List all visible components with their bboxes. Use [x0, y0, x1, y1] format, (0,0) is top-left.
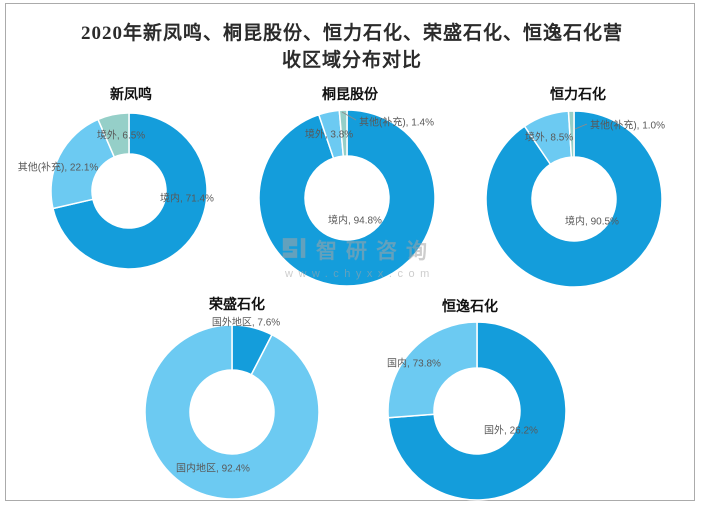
slice-label: 境内, 71.4%: [160, 193, 214, 205]
slice-label: 其他(补充), 1.4%: [359, 117, 435, 129]
chart-title-rongsheng: 荣盛石化: [209, 298, 265, 313]
donut-slice: [387, 321, 567, 501]
slice-label: 境外, 6.5%: [96, 130, 146, 142]
slice-label: 国内, 73.8%: [387, 358, 441, 370]
slice-label: 境外, 8.5%: [524, 132, 574, 144]
donut-slice: [338, 109, 348, 157]
figure-border-frame: [5, 3, 695, 501]
donut-slice: [52, 112, 208, 270]
figure-title-line2: 收区域分布对比: [281, 50, 422, 71]
label-leader-line: [574, 123, 588, 130]
slice-label: 其他(补充), 1.0%: [590, 120, 666, 132]
figure-title: 2020年新凤鸣、桐昆股份、恒力石化、荣盛石化、恒逸石化营 收区域分布对比: [0, 20, 704, 74]
donut-slice: [97, 112, 130, 158]
chart-title-xinfengming: 新凤鸣: [110, 88, 152, 103]
slice-label: 境内, 94.8%: [328, 215, 382, 227]
figure-title-line1: 2020年新凤鸣、桐昆股份、恒力石化、荣盛石化、恒逸石化营: [80, 23, 623, 44]
donut-slice: [567, 110, 575, 158]
chart-title-hengyi: 恒逸石化: [442, 300, 498, 315]
slice-label: 国外地区, 7.6%: [211, 317, 281, 329]
chart-title-hengli: 恒力石化: [550, 88, 606, 103]
donut-slice: [144, 324, 320, 500]
slice-label: 境外, 3.8%: [304, 129, 354, 141]
slice-label: 其他(补充), 22.1%: [17, 162, 99, 174]
slice-label: 境内, 90.5%: [565, 216, 619, 228]
slice-label: 国外, 26.2%: [484, 425, 538, 437]
donut-slice: [387, 321, 478, 419]
donut-slice: [485, 110, 663, 288]
chart-title-tongkun: 桐昆股份: [322, 88, 378, 103]
label-leader-line: [341, 111, 357, 121]
slice-label: 国内地区, 92.4%: [176, 463, 250, 475]
